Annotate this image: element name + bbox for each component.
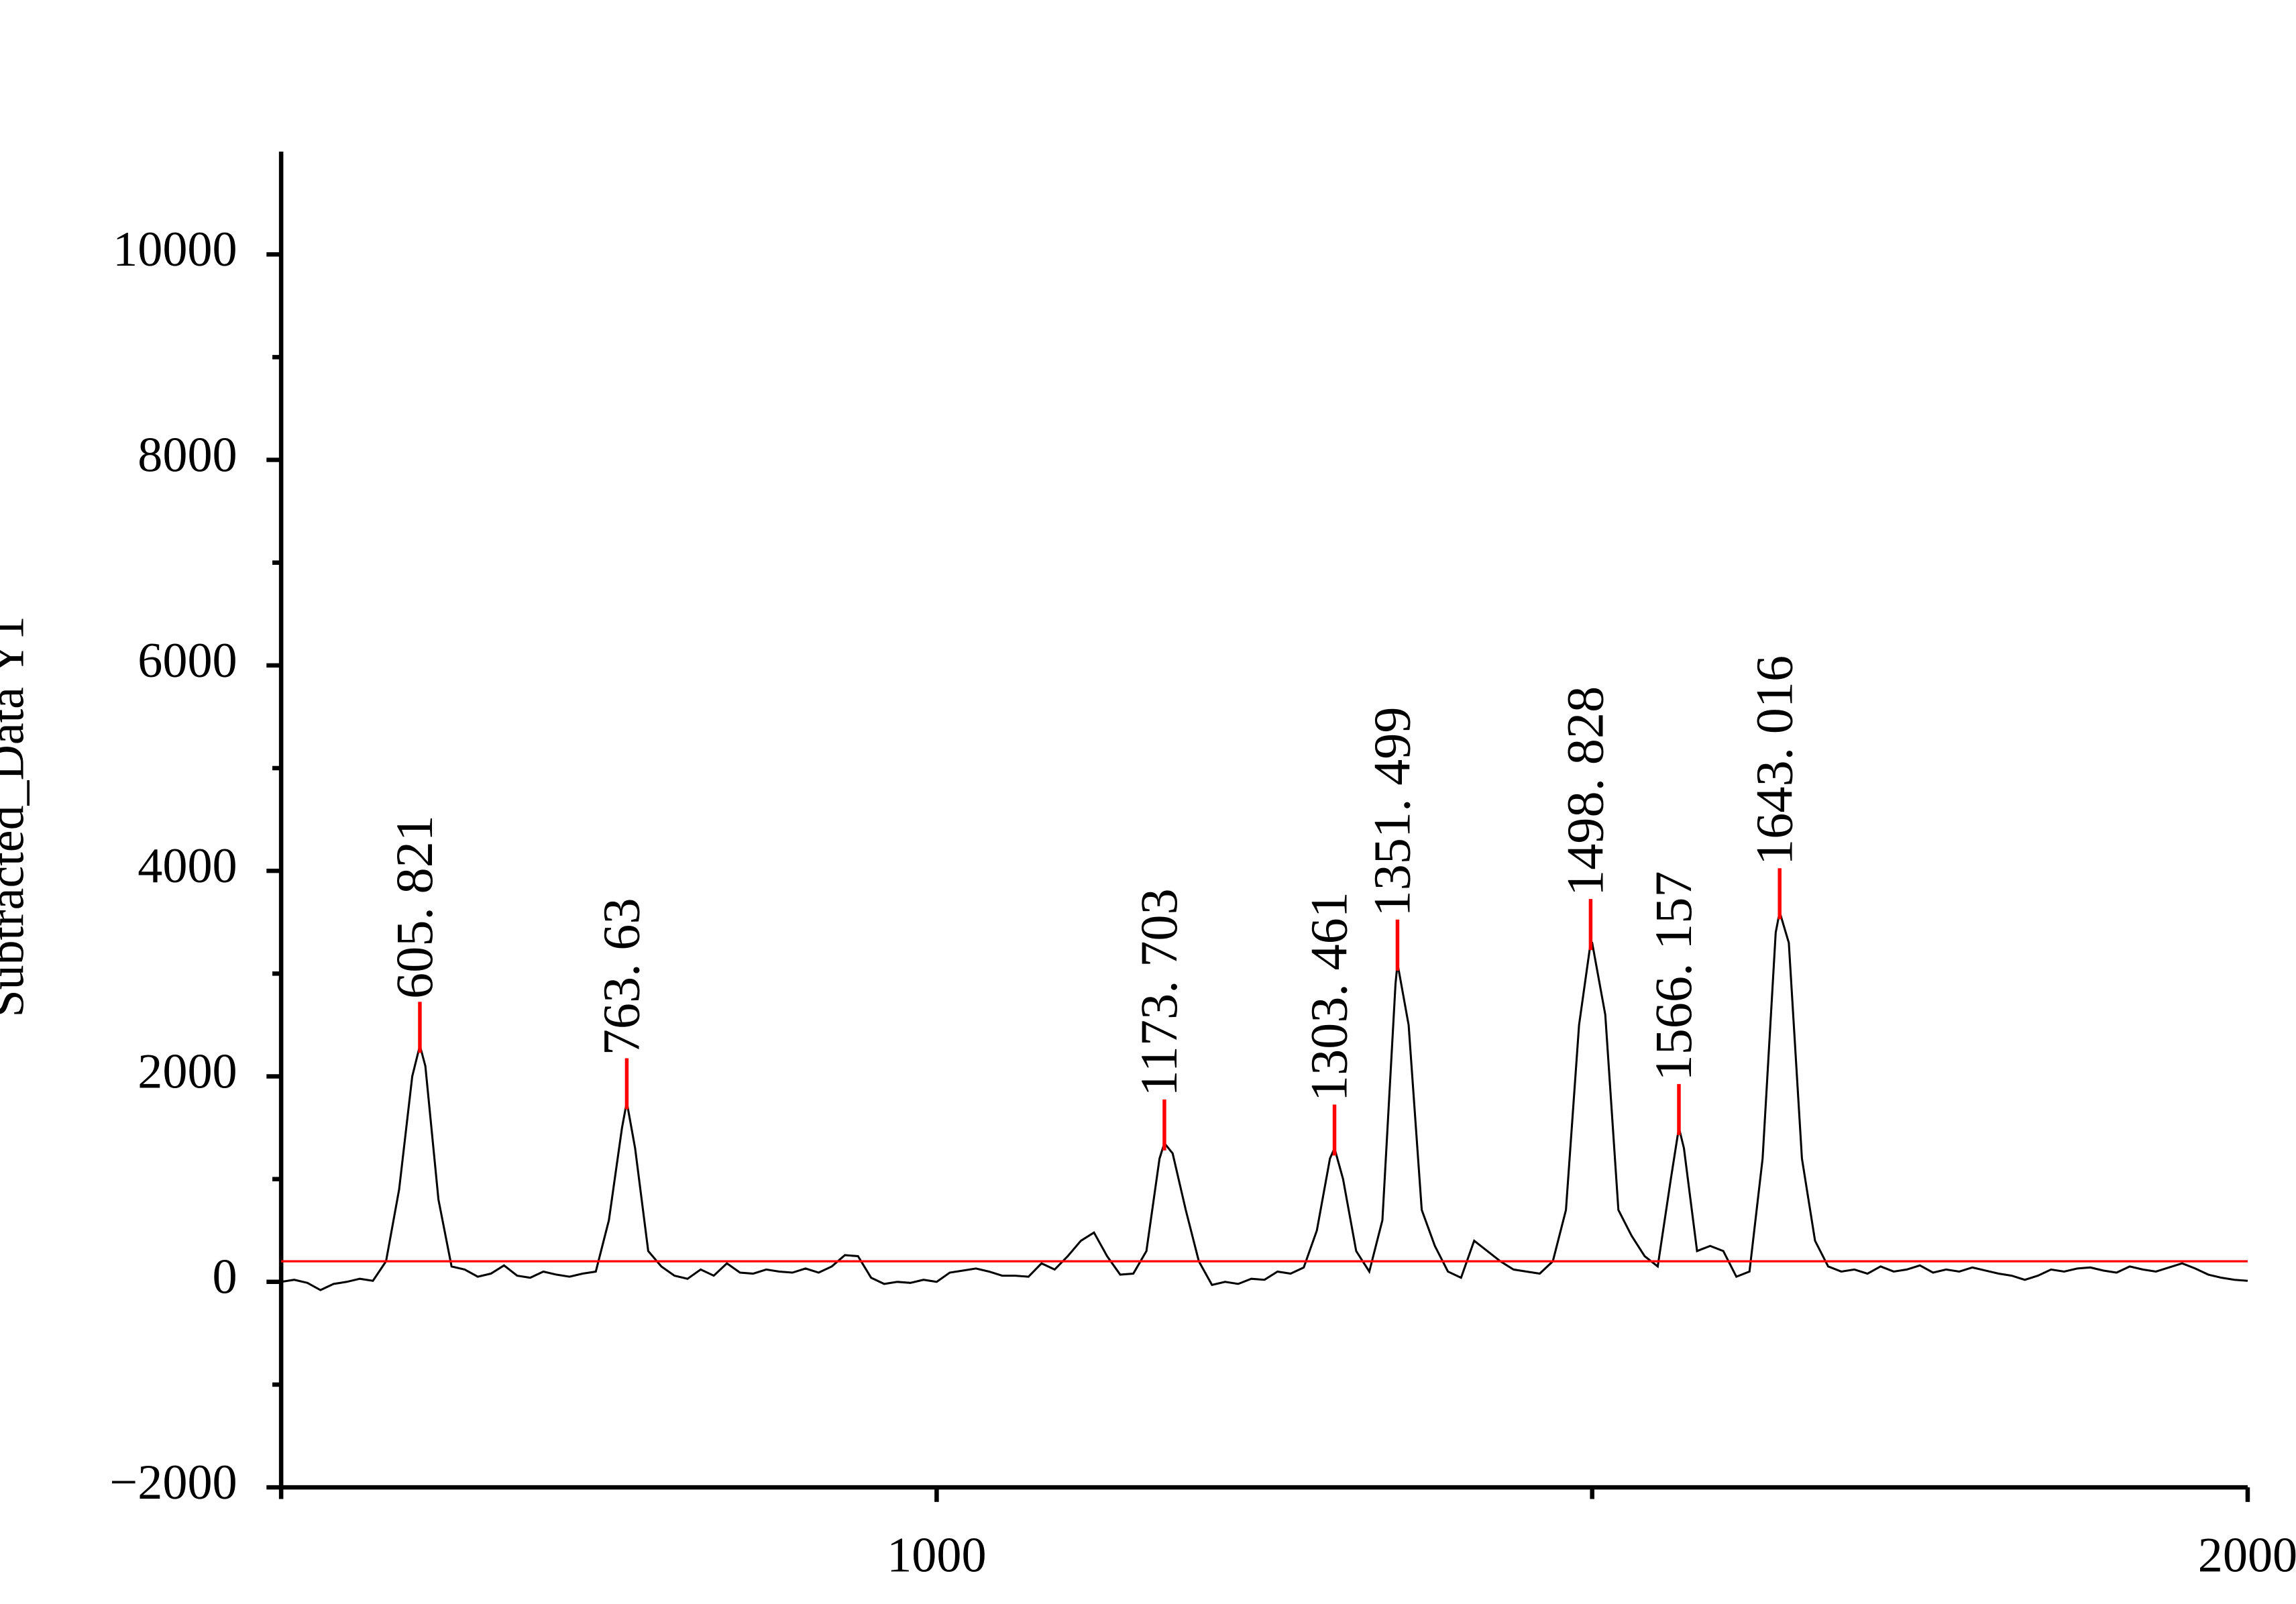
y-tick-label: 8000 xyxy=(138,428,237,483)
peak-label: 1643. 016 xyxy=(1745,655,1803,865)
peak-label: 1173. 703 xyxy=(1130,888,1188,1096)
y-tick-label: −2000 xyxy=(109,1455,237,1510)
y-tick-label: 4000 xyxy=(138,839,237,894)
peak-label: 763. 63 xyxy=(592,898,650,1056)
y-tick-label: 0 xyxy=(213,1250,237,1305)
peak-label: 1351. 499 xyxy=(1362,707,1421,917)
peak-label: 1498. 828 xyxy=(1555,686,1614,896)
x-tick-label: 1000 xyxy=(887,1528,986,1583)
peak-label: 1566. 157 xyxy=(1644,871,1702,1081)
y-tick-label: 2000 xyxy=(138,1045,237,1100)
y-axis-label: Subtracted_Data Y1 xyxy=(0,616,35,1017)
spectrum-line xyxy=(280,912,2248,1291)
y-tick-label: 10000 xyxy=(113,222,237,277)
peak-label: 1303. 461 xyxy=(1299,892,1358,1102)
x-tick-label: 2000 xyxy=(2198,1528,2296,1583)
y-tick-label: 6000 xyxy=(138,633,237,688)
peak-label: 605. 821 xyxy=(385,815,443,999)
